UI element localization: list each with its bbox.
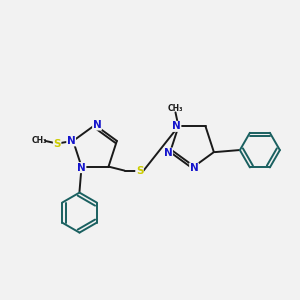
Text: N: N [190,163,198,173]
Text: N: N [93,120,101,130]
Text: N: N [172,122,181,131]
Text: S: S [136,166,143,176]
Text: CH₃: CH₃ [32,136,47,146]
Text: N: N [67,136,76,146]
Text: N: N [77,163,86,172]
Text: S: S [53,139,61,149]
Text: CH₃: CH₃ [168,104,183,113]
Text: N: N [164,148,172,158]
